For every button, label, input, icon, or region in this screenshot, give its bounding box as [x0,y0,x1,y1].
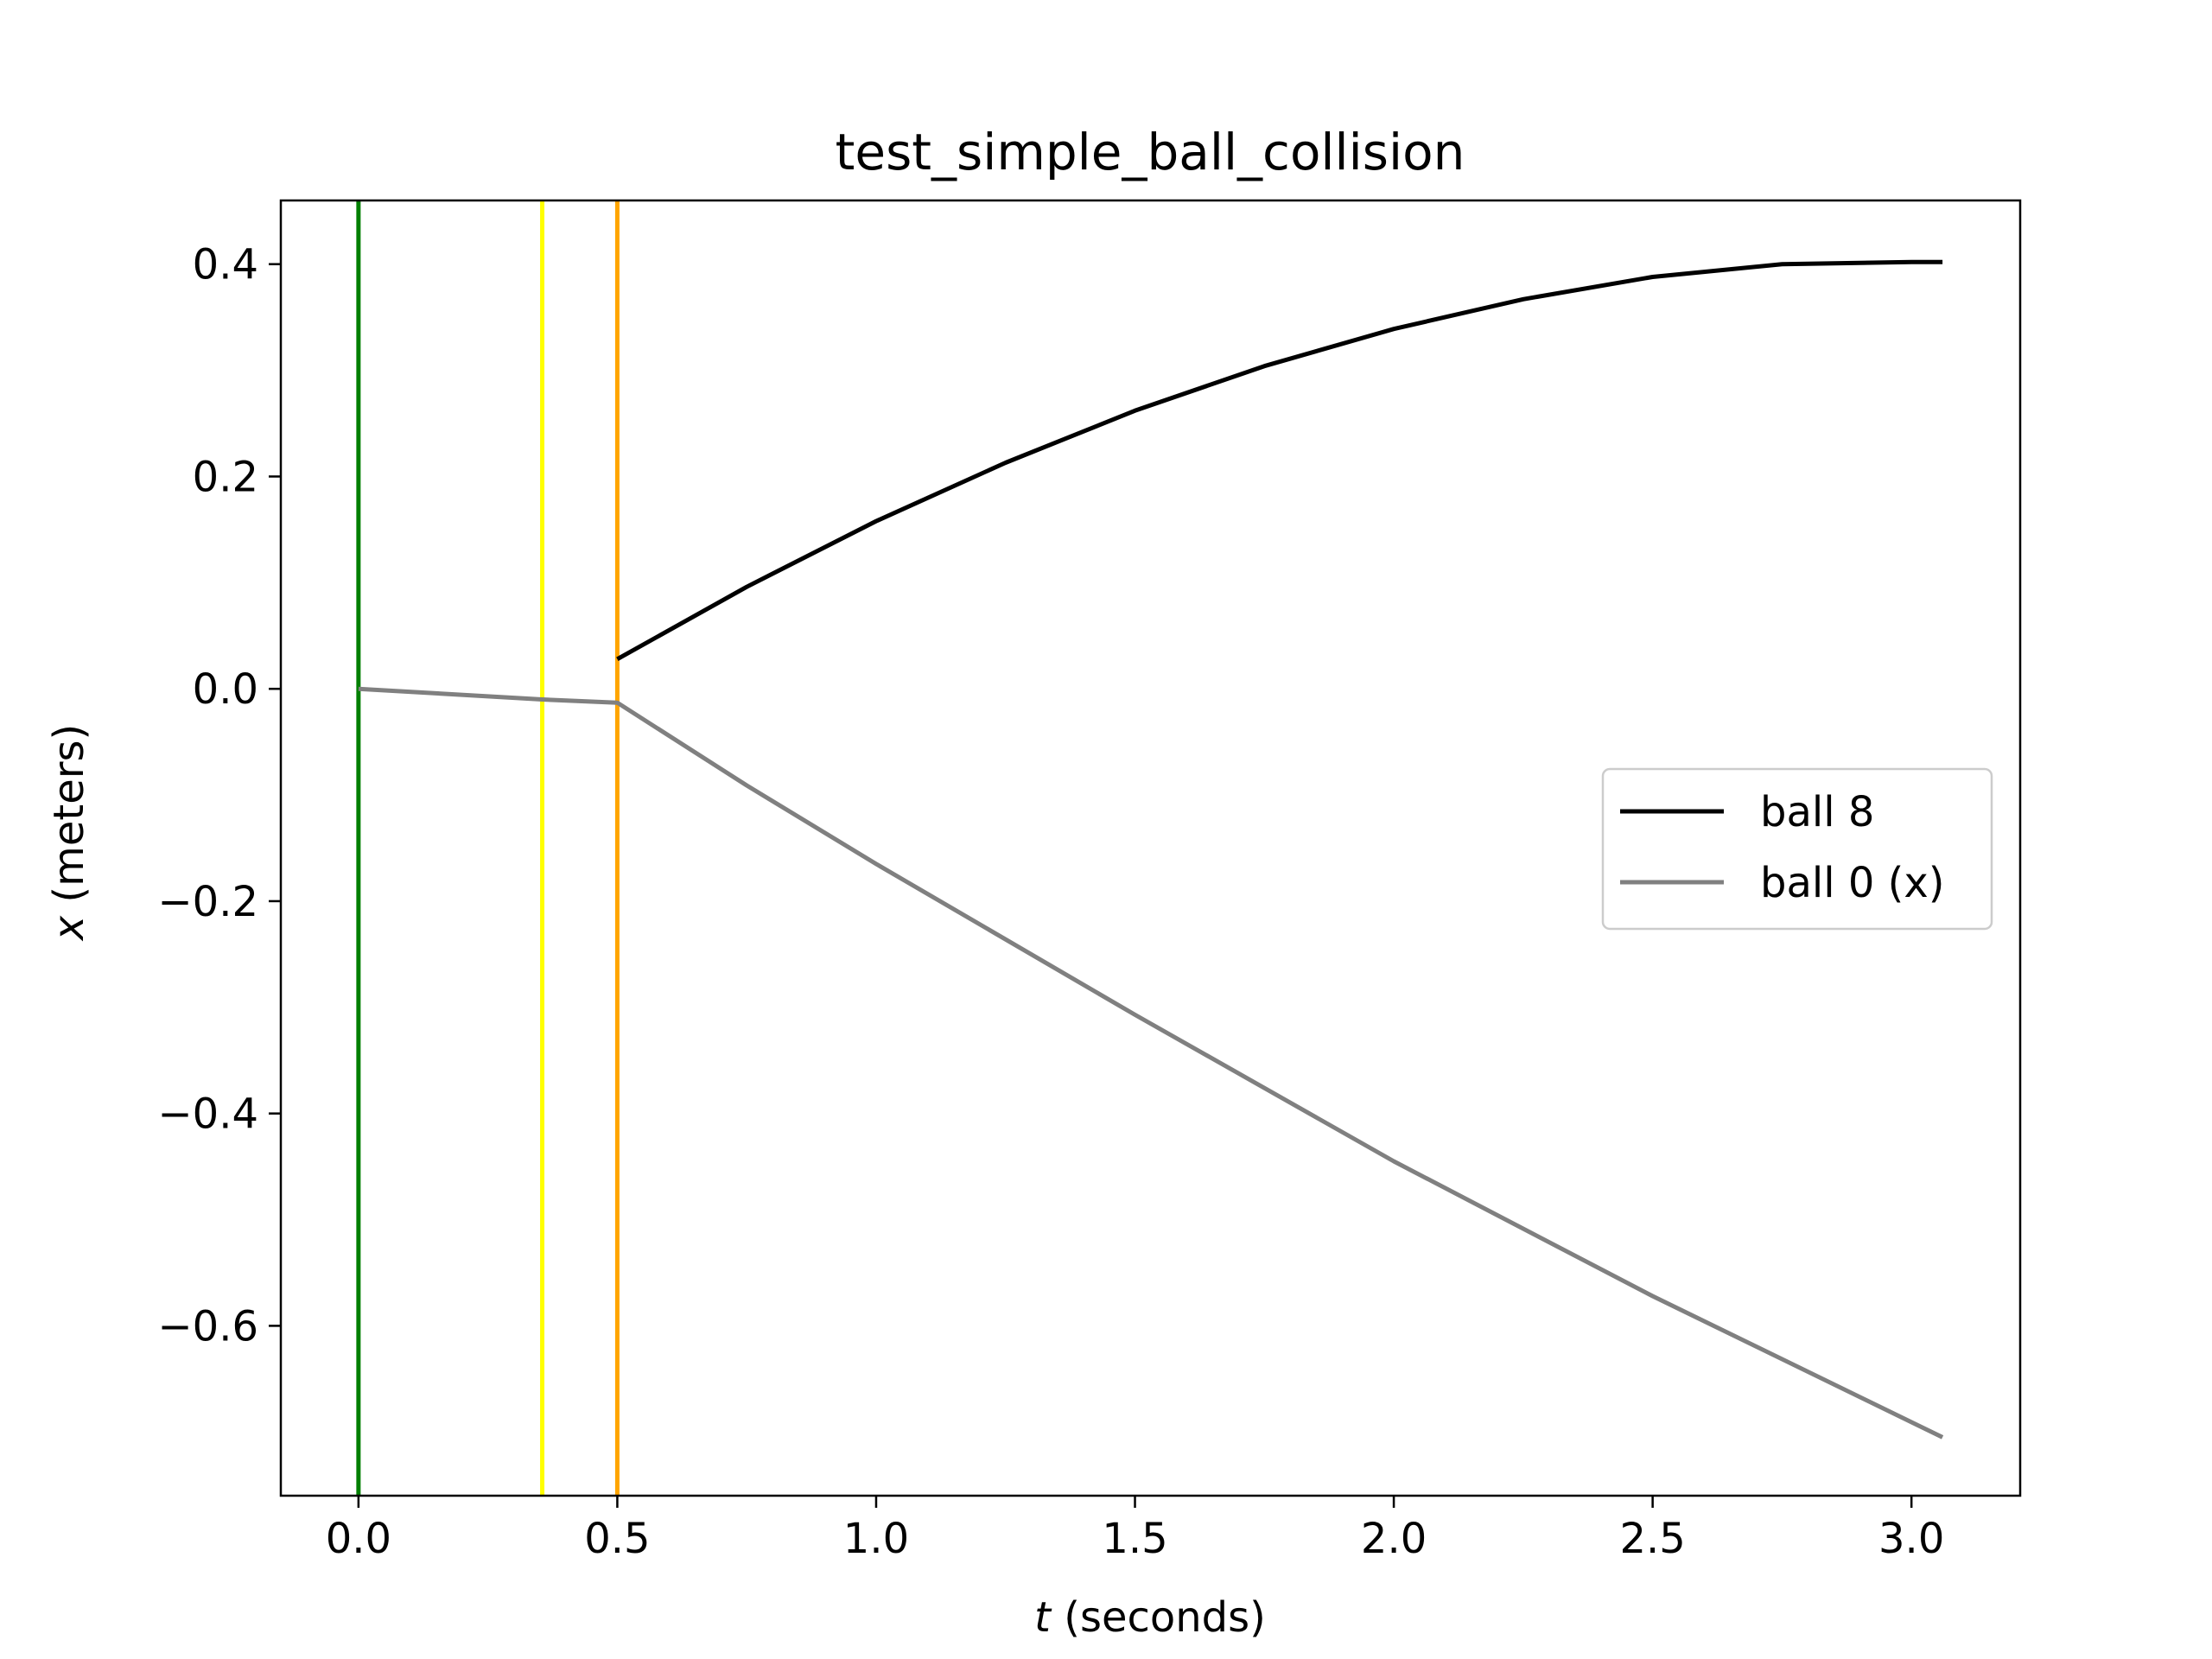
series-line-0 [616,259,1943,661]
x-tick-label: 3.0 [1878,1515,1944,1563]
x-axis: 0.0 0.5 1.0 1.5 2.0 2.5 3.0 [326,1496,1944,1563]
y-tick-label: −0.4 [157,1090,258,1139]
y-tick-label: 0.2 [193,453,258,501]
series-line-1 [358,686,1944,1440]
x-tick-label: 1.0 [843,1515,909,1563]
y-axis-label-var: x [45,915,93,942]
x-tick-label: 2.0 [1361,1515,1427,1563]
x-axis-label: t (seconds) [1034,1593,1266,1642]
plot-frame [279,199,2022,1497]
y-axis: 0.4 0.2 0.0 −0.2 −0.4 −0.6 [157,241,281,1351]
y-axis-label: x (meters) [45,724,93,943]
legend-label-ball-8: ball 8 [1760,788,1874,836]
y-axis-label-rest: (meters) [45,724,93,916]
x-axis-label-rest: (seconds) [1051,1593,1266,1642]
y-tick-label: 0.4 [193,241,258,289]
legend: ball 8 ball 0 (x) [1601,767,1993,931]
y-tick-label: −0.2 [157,878,258,926]
x-axis-label-var: t [1034,1593,1052,1642]
chart-title: test_simple_ball_collision [836,123,1465,181]
x-tick-label: 1.5 [1102,1515,1167,1563]
x-tick-label: 2.5 [1619,1515,1685,1563]
x-tick-label: 0.5 [584,1515,650,1563]
y-tick-label: 0.0 [193,665,258,714]
plot-area [356,200,1944,1496]
legend-label-ball-0: ball 0 (x) [1760,859,1944,907]
y-tick-label: −0.6 [157,1302,258,1351]
legend-box [1601,767,1993,931]
x-tick-label: 0.0 [326,1515,391,1563]
